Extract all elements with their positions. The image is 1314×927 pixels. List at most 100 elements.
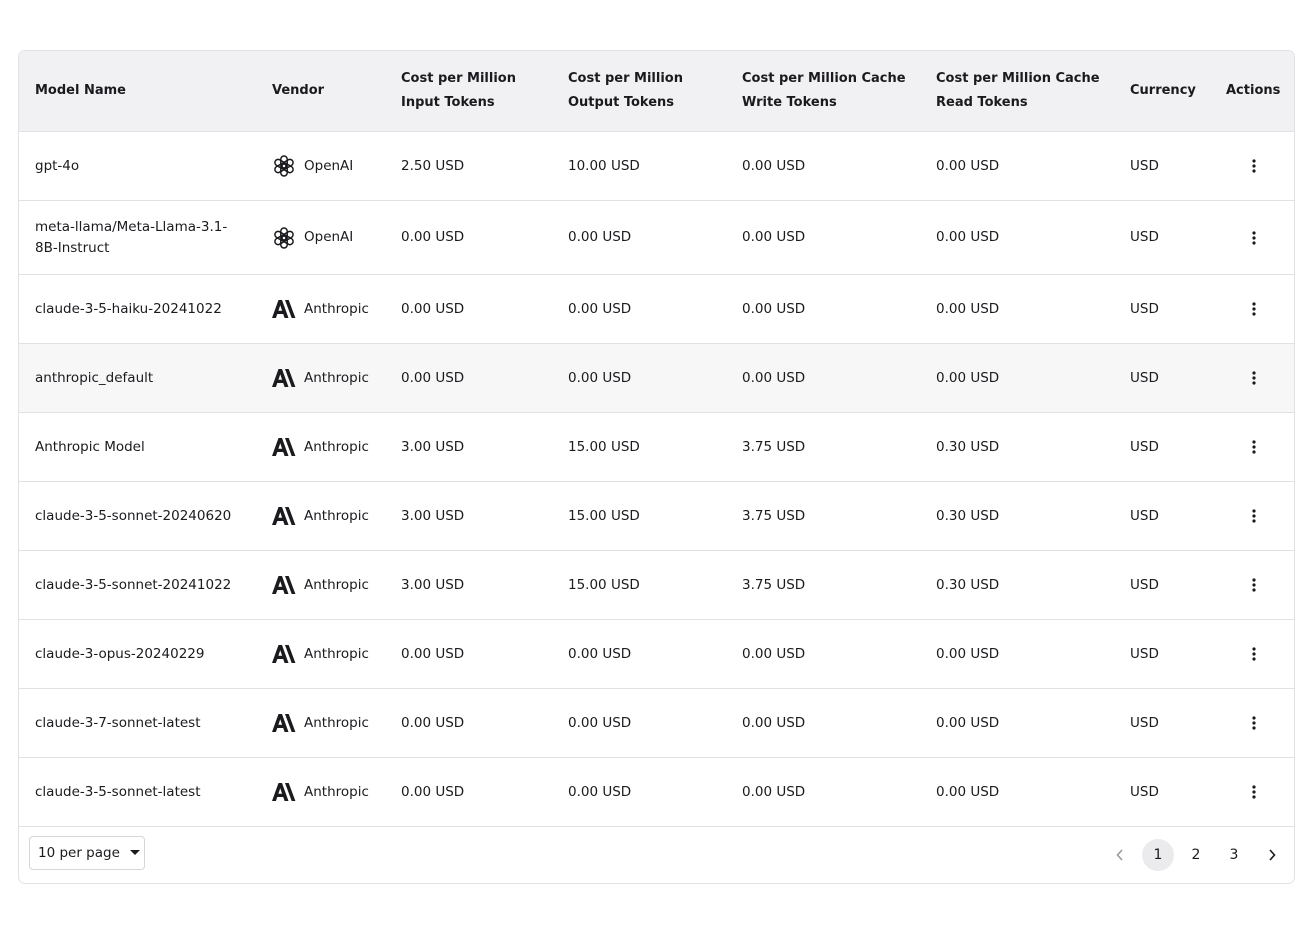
table-cell: 3.75 USD xyxy=(726,481,920,551)
table-cell: USD xyxy=(1114,757,1210,827)
table-cell: USD xyxy=(1114,131,1210,201)
cell-text: USD xyxy=(1130,229,1159,245)
table-cell: 3.75 USD xyxy=(726,550,920,620)
cell-text: 15.00 USD xyxy=(568,507,640,524)
page-button[interactable]: 2 xyxy=(1191,847,1201,863)
cell-text: USD xyxy=(1130,714,1159,731)
table-cell: 0.00 USD xyxy=(552,688,726,758)
vendor-name: Anthropic xyxy=(304,507,369,524)
table-cell: 0.00 USD xyxy=(552,757,726,827)
table-cell: 0.00 USD xyxy=(552,619,726,689)
table-cell: Anthropic xyxy=(256,688,385,758)
row-actions-button[interactable] xyxy=(1252,716,1256,730)
cell-text: 0.00 USD xyxy=(742,157,806,174)
vendor-cell: Anthropic xyxy=(272,644,377,665)
table-cell: 0.00 USD xyxy=(385,274,552,344)
cell-text: 15.00 USD xyxy=(568,438,640,455)
actions-cell xyxy=(1210,131,1294,201)
model-name: claude-3-5-haiku-20241022 xyxy=(35,300,222,317)
table-cell: 0.00 USD xyxy=(726,274,920,344)
table-cell: Anthropic xyxy=(256,412,385,482)
table-cell: 2.50 USD xyxy=(385,131,552,201)
row-actions-button[interactable] xyxy=(1252,440,1256,454)
cell-text: 0.00 USD xyxy=(742,783,806,800)
cell-text: 3.00 USD xyxy=(401,507,465,524)
table-cell: 3.00 USD xyxy=(385,550,552,620)
cell-text: 0.00 USD xyxy=(401,645,465,662)
column-header: Cost per Million Cache Read Tokens xyxy=(920,51,1114,132)
table-cell: 0.00 USD xyxy=(552,343,726,413)
row-actions-button[interactable] xyxy=(1252,159,1256,173)
table-cell: claude-3-5-sonnet-latest xyxy=(19,757,256,827)
cell-text: 0.00 USD xyxy=(936,300,1000,317)
vendor-icon xyxy=(272,645,296,663)
table-cell: 0.00 USD xyxy=(726,343,920,413)
cell-text: USD xyxy=(1130,645,1159,662)
actions-cell xyxy=(1210,688,1294,758)
row-actions-button[interactable] xyxy=(1252,302,1256,316)
table-cell: meta-llama/Meta-Llama-3.1-8B-Instruct xyxy=(19,200,256,275)
pricing-table: Model Name Vendor Cost per Million Input T… xyxy=(19,51,1294,827)
vendor-name: Anthropic xyxy=(304,576,369,593)
table-row: meta-llama/Meta-Llama-3.1-8B-Instruct Op… xyxy=(19,200,1294,275)
table-cell: 0.00 USD xyxy=(552,200,726,275)
table-cell: anthropic_default xyxy=(19,343,256,413)
page-button[interactable]: 1 xyxy=(1142,839,1174,871)
pagination: 1 2 3 xyxy=(1104,839,1288,871)
dropdown-caret xyxy=(129,850,140,855)
row-actions-button[interactable] xyxy=(1252,647,1256,661)
pricing-card: Model Name Vendor Cost per Million Input T… xyxy=(18,50,1295,884)
row-actions-button[interactable] xyxy=(1252,785,1256,799)
cell-text: USD xyxy=(1130,507,1159,524)
cell-text: 3.75 USD xyxy=(742,507,806,524)
table-footer: 10 per page 1 2 3 xyxy=(19,827,1294,883)
cell-text: 3.00 USD xyxy=(401,438,465,455)
row-actions-button[interactable] xyxy=(1252,230,1256,245)
table-cell: 0.00 USD xyxy=(920,131,1114,201)
actions-cell xyxy=(1210,274,1294,344)
row-actions-button[interactable] xyxy=(1252,509,1256,523)
page-button[interactable]: 3 xyxy=(1229,847,1239,863)
vendor-icon xyxy=(274,155,294,177)
cell-text: 0.00 USD xyxy=(936,369,1000,386)
vendor-cell: Anthropic xyxy=(272,506,377,527)
table-cell: gpt-4o xyxy=(19,131,256,201)
vendor-icon xyxy=(272,576,296,594)
table-cell: 3.00 USD xyxy=(385,412,552,482)
table-cell: Anthropic xyxy=(256,274,385,344)
cell-text: 10.00 USD xyxy=(568,157,640,174)
table-cell: USD xyxy=(1114,481,1210,551)
table-cell: 0.00 USD xyxy=(385,688,552,758)
cell-text: 0.00 USD xyxy=(568,369,632,386)
model-name: meta-llama/Meta-Llama-3.1-8B-Instruct xyxy=(35,218,228,256)
cell-text: 0.00 USD xyxy=(742,645,806,662)
cell-text: 0.00 USD xyxy=(742,300,806,317)
table-cell: claude-3-5-haiku-20241022 xyxy=(19,274,256,344)
actions-cell xyxy=(1210,619,1294,689)
actions-cell xyxy=(1210,757,1294,827)
row-actions-button[interactable] xyxy=(1252,371,1256,385)
next-page[interactable] xyxy=(1256,839,1288,871)
cell-text: 3.75 USD xyxy=(742,438,806,455)
table-cell: 0.00 USD xyxy=(385,343,552,413)
row-actions-button[interactable] xyxy=(1252,578,1256,592)
table-row: claude-3-opus-20240229 Anthropic 0.00 USD… xyxy=(19,619,1294,689)
model-name: claude-3-opus-20240229 xyxy=(35,645,205,662)
cell-text: 0.00 USD xyxy=(401,229,465,245)
table-cell: USD xyxy=(1114,688,1210,758)
table-row: claude-3-5-sonnet-20241022 Anthropic 3.00… xyxy=(19,550,1294,620)
actions-cell xyxy=(1210,550,1294,620)
table-cell: claude-3-5-sonnet-20240620 xyxy=(19,481,256,551)
vendor-cell: Anthropic xyxy=(272,713,377,734)
vendor-cell: Anthropic xyxy=(272,437,377,458)
vendor-cell: Anthropic xyxy=(272,782,377,803)
per-page-select[interactable]: 10 per page xyxy=(29,836,145,870)
vendor-name: OpenAI xyxy=(304,157,354,174)
header-row: Model Name Vendor Cost per Million Input T… xyxy=(19,51,1294,132)
model-name: claude-3-7-sonnet-latest xyxy=(35,714,201,731)
model-name: anthropic_default xyxy=(35,369,154,386)
cell-text: USD xyxy=(1130,369,1159,386)
prev-page[interactable] xyxy=(1104,839,1136,871)
vendor-name: Anthropic xyxy=(304,438,369,455)
